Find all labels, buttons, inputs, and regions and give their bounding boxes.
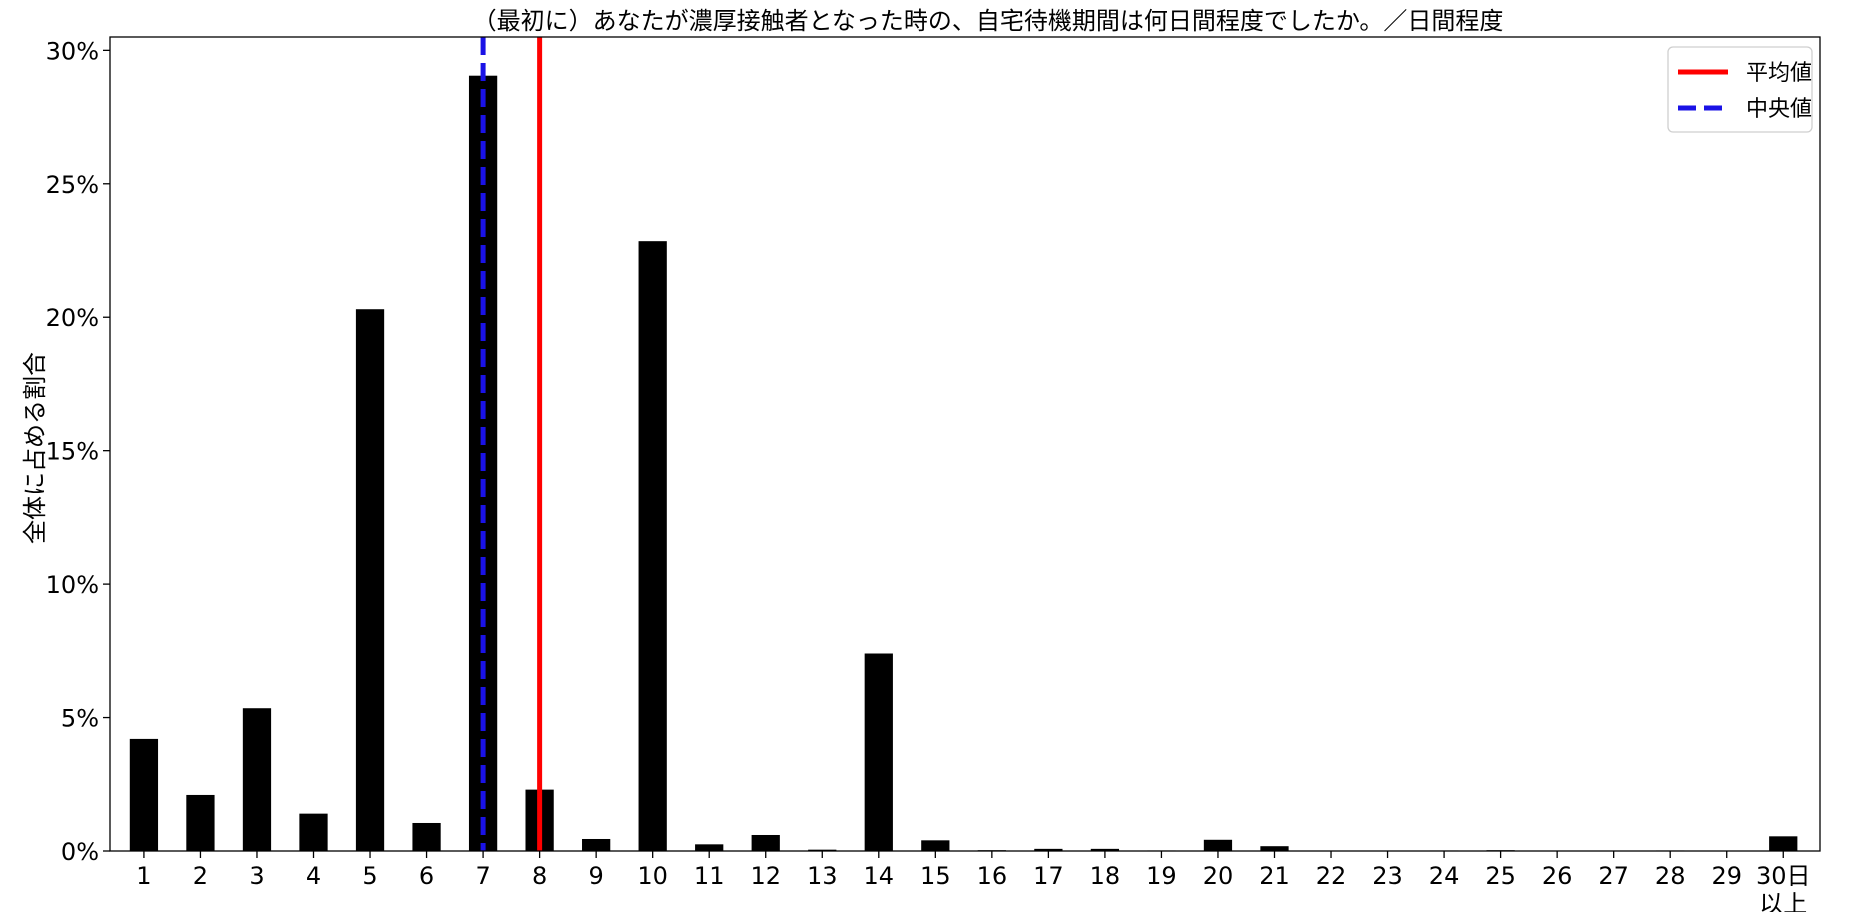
bar-12 xyxy=(751,834,780,851)
y-tick-label-20: 20% xyxy=(46,304,99,332)
y-tick-label-30: 30% xyxy=(46,37,99,65)
x-tick-label-2: 2 xyxy=(193,862,208,890)
x-tick-label-24: 24 xyxy=(1429,862,1460,890)
x-tick-label-6: 6 xyxy=(419,862,434,890)
bar-5 xyxy=(355,309,385,852)
x-tick-label-20: 20 xyxy=(1203,862,1234,890)
reference-lines-layer xyxy=(480,37,543,851)
x-tick-label-23: 23 xyxy=(1372,862,1403,890)
x-tick-label-17: 17 xyxy=(1033,862,1064,890)
bar-20 xyxy=(1203,839,1233,851)
x-tick-label-1: 1 xyxy=(136,862,151,890)
x-tick-label-12: 12 xyxy=(750,862,781,890)
x-tick-label-28: 28 xyxy=(1655,862,1686,890)
bar-18 xyxy=(1090,848,1120,851)
x-tick-label-27: 27 xyxy=(1598,862,1629,890)
chart-title: （最初に）あなたが濃厚接触者となった時の、自宅待機期間は何日間程度でしたか。／日… xyxy=(473,7,1504,35)
y-tick-label-25: 25% xyxy=(46,171,99,199)
x-tick-label-7: 7 xyxy=(475,862,490,890)
x-tick-label-3: 3 xyxy=(249,862,264,890)
bar-4 xyxy=(299,813,328,851)
x-tick-label-30-line-1: 30日 xyxy=(1756,862,1811,890)
x-tick-label-30-line-2: 以上 xyxy=(1759,890,1807,912)
bar-3 xyxy=(242,708,272,851)
y-axis-label: 全体に占める割合 xyxy=(21,352,49,544)
bar-10 xyxy=(638,241,667,852)
x-tick-label-25: 25 xyxy=(1485,862,1516,890)
legend-mean-label: 平均値 xyxy=(1746,61,1812,86)
bar-17 xyxy=(1034,848,1063,851)
x-tick-label-9: 9 xyxy=(589,862,604,890)
x-tick-label-15: 15 xyxy=(920,862,951,890)
x-tick-label-13: 13 xyxy=(807,862,838,890)
legend-median-label: 中央値 xyxy=(1746,97,1812,122)
x-tick-label-10: 10 xyxy=(637,862,668,890)
y-tick-label-0: 0% xyxy=(61,838,99,866)
x-axis-ticks: 1 2 3 4 5 6 7 8 9 10 11 12 13 14 15 16 17 18 19 20 21 22 23 24 2… xyxy=(136,851,1811,916)
x-tick-label-18: 18 xyxy=(1090,862,1121,890)
bar-1 xyxy=(129,738,159,851)
x-tick-label-16: 16 xyxy=(977,862,1008,890)
bar-2 xyxy=(186,794,215,851)
bar-9 xyxy=(582,838,611,851)
x-tick-label-22: 22 xyxy=(1316,862,1347,890)
bar-21 xyxy=(1260,846,1289,851)
y-tick-label-15: 15% xyxy=(46,438,99,466)
x-tick-label-11: 11 xyxy=(694,862,725,890)
y-tick-label-10: 10% xyxy=(46,571,99,599)
bar-15 xyxy=(921,840,950,851)
x-tick-label-21: 21 xyxy=(1259,862,1290,890)
bar-30 xyxy=(1769,836,1798,851)
bars-layer xyxy=(129,75,1798,852)
bar-11 xyxy=(695,844,724,851)
legend-box xyxy=(1667,46,1813,133)
x-tick-label-14: 14 xyxy=(864,862,895,890)
x-tick-label-4: 4 xyxy=(306,862,321,890)
bar-13 xyxy=(808,849,837,851)
y-axis-ticks: 0% 5% 10% 15% 20% 25% 30% xyxy=(46,37,110,866)
x-tick-label-26: 26 xyxy=(1542,862,1573,890)
bar-14 xyxy=(864,653,893,851)
plot-frame xyxy=(109,36,1821,852)
x-tick-label-29: 29 xyxy=(1711,862,1742,890)
x-tick-label-19: 19 xyxy=(1146,862,1177,890)
x-tick-label-8: 8 xyxy=(532,862,547,890)
x-tick-label-5: 5 xyxy=(362,862,377,890)
y-tick-label-5: 5% xyxy=(61,705,99,733)
bar-6 xyxy=(412,822,441,851)
